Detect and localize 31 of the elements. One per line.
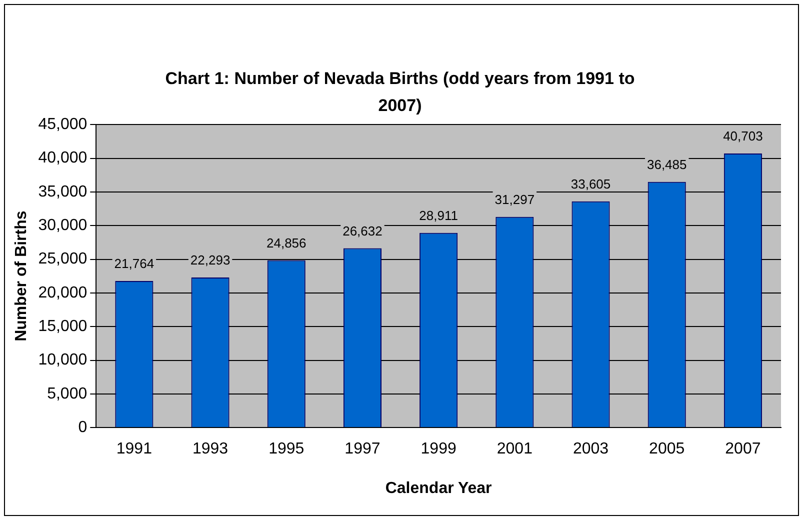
y-tick-label: 5,000 [47,385,88,402]
y-tick-label: 35,000 [38,183,88,200]
y-tick-label: 45,000 [38,116,88,134]
y-tick-label: 40,000 [38,150,88,167]
x-tick-label: 2007 [725,440,761,458]
data-label: 36,485 [646,157,687,172]
y-axis-title: Number of Births [13,210,30,342]
x-tick-label: 1995 [268,440,304,458]
x-tick-label: 1993 [192,440,228,458]
x-tick-label: 2003 [572,440,609,458]
chart-title: Chart 1: Number of Nevada Births (odd years from 1991 to 2007) [165,68,635,117]
data-label: 21,764 [114,256,154,272]
x-tick-label: 1997 [344,440,380,458]
y-tick-label: 0 [78,419,88,436]
x-tick-label: 1999 [420,440,456,458]
y-tick-label: 25,000 [38,250,88,268]
data-label: 31,297 [494,192,535,207]
data-label: 26,632 [342,223,382,238]
y-tick-label: 15,000 [38,318,88,336]
x-tick-label: 2001 [496,440,533,458]
y-tick-label: 30,000 [38,217,88,234]
data-label: 28,911 [419,208,458,224]
data-label: 33,605 [570,176,611,192]
x-tick-label: 1991 [116,440,152,458]
data-label: 40,703 [723,128,763,144]
x-tick-label: 2005 [649,440,685,458]
y-tick-label: 20,000 [38,284,88,302]
y-tick-label: 10,000 [38,352,88,369]
data-label: 22,293 [190,252,230,268]
x-axis-title: Calendar Year [385,480,492,497]
data-label: 24,856 [266,235,306,250]
